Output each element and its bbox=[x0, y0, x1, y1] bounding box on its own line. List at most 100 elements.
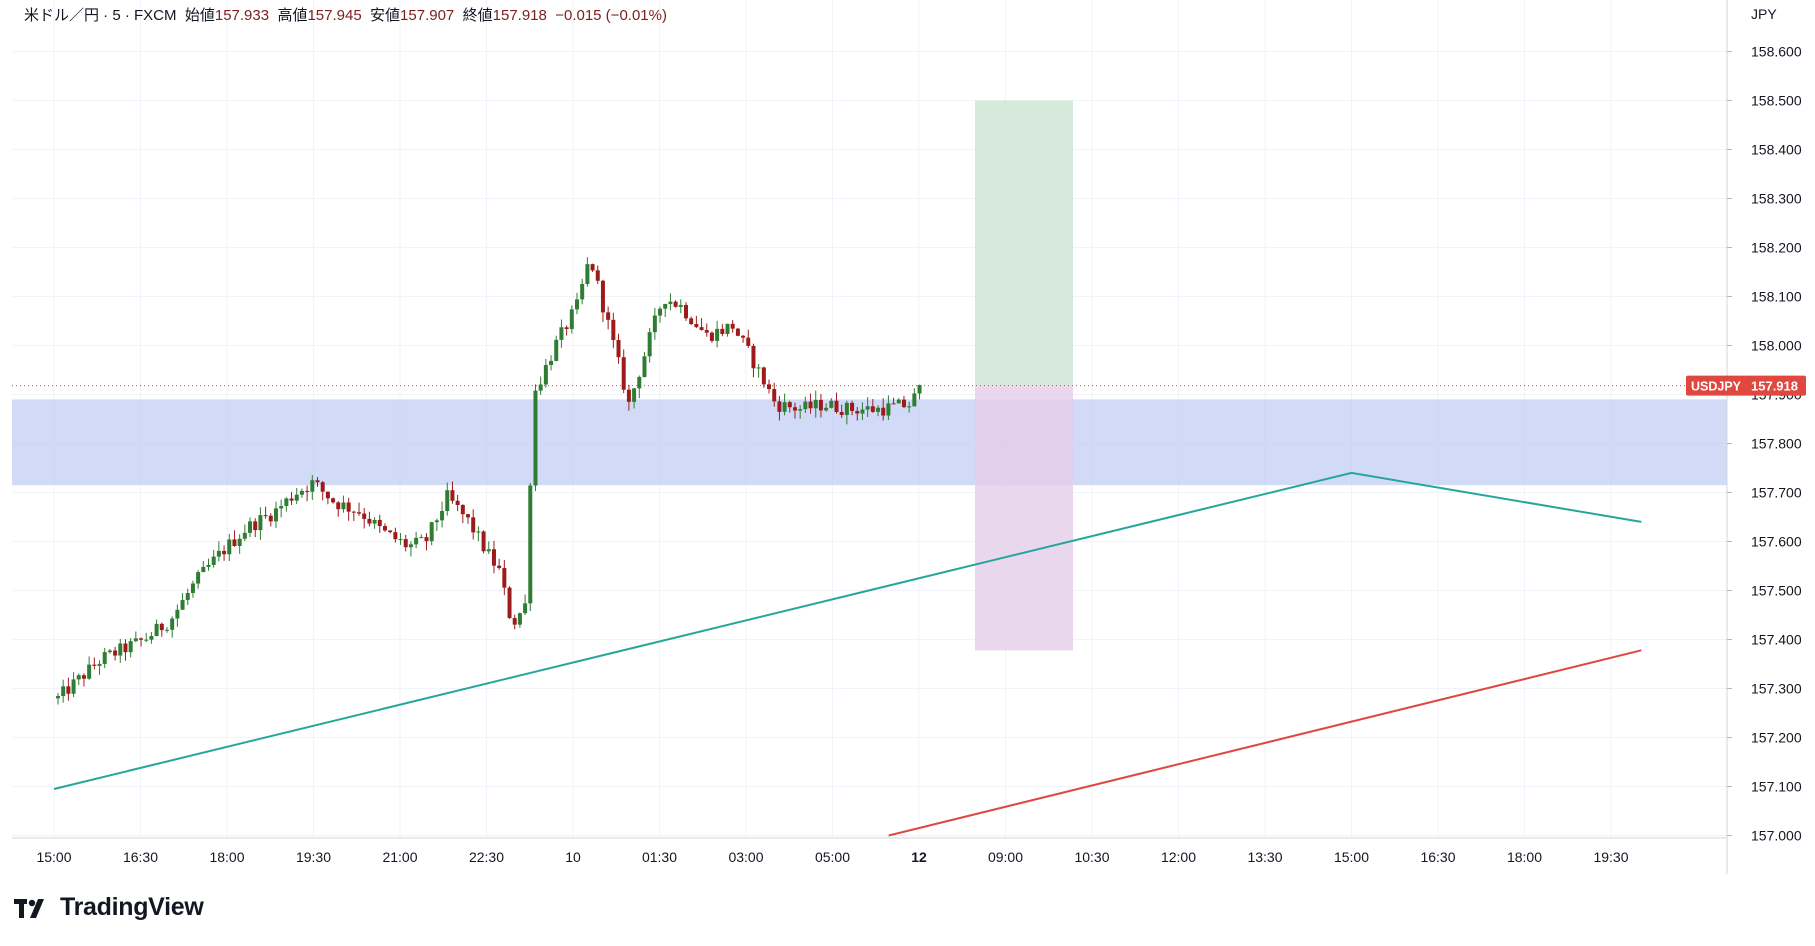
time-tick-label: 10 bbox=[565, 849, 581, 865]
candle bbox=[346, 497, 351, 521]
candle bbox=[227, 533, 232, 562]
candle bbox=[813, 390, 818, 418]
trendlines[interactable] bbox=[53, 471, 1642, 837]
candle bbox=[652, 307, 657, 340]
support-resistance-zone[interactable] bbox=[12, 399, 1727, 486]
candle bbox=[683, 302, 688, 321]
candle bbox=[507, 586, 512, 619]
candle bbox=[279, 499, 284, 518]
candle bbox=[559, 319, 564, 348]
candle bbox=[128, 638, 133, 658]
price-tick-label: 157.400 bbox=[1751, 632, 1802, 648]
symbol-info[interactable]: 米ドル／円 · 5 · FXCM bbox=[24, 7, 177, 24]
candle bbox=[351, 510, 356, 521]
long-position-target-area[interactable] bbox=[975, 100, 1073, 386]
candle bbox=[782, 393, 787, 416]
candle bbox=[523, 594, 528, 615]
candle bbox=[61, 679, 66, 703]
close-value: 157.918 bbox=[492, 7, 547, 24]
tradingview-logo-icon bbox=[14, 898, 44, 918]
time-tick-label: 22:30 bbox=[469, 849, 504, 865]
candle bbox=[248, 517, 253, 538]
candle bbox=[730, 320, 735, 333]
candle bbox=[694, 315, 699, 329]
candle bbox=[398, 532, 403, 545]
candle bbox=[901, 395, 906, 409]
candle bbox=[663, 303, 668, 317]
candle bbox=[284, 497, 289, 512]
candle bbox=[71, 672, 76, 698]
candle bbox=[102, 648, 107, 669]
candle bbox=[855, 407, 860, 421]
candle bbox=[699, 318, 704, 331]
candle bbox=[533, 384, 538, 492]
candle bbox=[839, 404, 844, 418]
time-tick-label: 18:00 bbox=[1507, 849, 1542, 865]
candle bbox=[76, 673, 81, 686]
candle bbox=[408, 541, 413, 557]
time-tick-label: 15:00 bbox=[1334, 849, 1369, 865]
high-value: 157.945 bbox=[307, 7, 362, 24]
trendline-green[interactable] bbox=[53, 471, 1642, 790]
price-tick-label: 157.700 bbox=[1751, 485, 1802, 501]
candle bbox=[403, 534, 408, 552]
candle bbox=[299, 488, 304, 498]
candle bbox=[237, 534, 242, 554]
candle bbox=[844, 400, 849, 425]
price-tag-background bbox=[1686, 375, 1806, 396]
candle bbox=[263, 506, 268, 519]
candle bbox=[678, 299, 683, 314]
candle bbox=[471, 509, 476, 540]
candle bbox=[325, 491, 330, 505]
candle bbox=[180, 593, 185, 610]
candle bbox=[107, 648, 112, 654]
candle bbox=[891, 397, 896, 405]
price-tick-label: 158.600 bbox=[1751, 43, 1802, 59]
candle bbox=[289, 491, 294, 505]
candle bbox=[211, 549, 216, 568]
candle bbox=[777, 395, 782, 421]
candle bbox=[154, 619, 159, 637]
candle bbox=[139, 637, 144, 647]
price-tick-label: 157.600 bbox=[1751, 534, 1802, 550]
candle bbox=[216, 541, 221, 562]
candle bbox=[725, 323, 730, 337]
ohlc-legend: 米ドル／円 · 5 · FXCM 始値157.933 高値157.945 安値1… bbox=[24, 4, 667, 25]
candle bbox=[201, 560, 206, 573]
candle bbox=[626, 384, 631, 411]
candle bbox=[642, 351, 647, 378]
candle bbox=[824, 403, 829, 412]
candle bbox=[715, 320, 720, 348]
price-axis[interactable]: 158.600 158.500 158.400 158.300 158.200 158.1… bbox=[1727, 43, 1802, 844]
candle bbox=[896, 398, 901, 404]
price-tag-value: 157.918 bbox=[1751, 379, 1798, 394]
candle bbox=[912, 388, 917, 407]
candle bbox=[772, 382, 777, 407]
candle bbox=[382, 523, 387, 532]
time-axis[interactable]: 15:00 16:30 18:00 19:30 21:00 22:30 10 01:30 03:… bbox=[36, 849, 1628, 865]
candle bbox=[268, 513, 273, 527]
candle bbox=[92, 657, 97, 670]
long-position-stop-area[interactable] bbox=[975, 385, 1073, 651]
candle bbox=[543, 358, 548, 388]
candle bbox=[486, 541, 491, 554]
candle bbox=[149, 632, 154, 644]
high-label: 高値 bbox=[277, 7, 308, 24]
change-value: −0.015 (−0.01%) bbox=[555, 7, 667, 24]
candles bbox=[56, 257, 922, 705]
candle bbox=[196, 570, 201, 589]
price-tick-label: 157.000 bbox=[1751, 828, 1802, 844]
trendline-red[interactable] bbox=[888, 649, 1642, 837]
candle bbox=[357, 502, 362, 516]
candle bbox=[554, 335, 559, 362]
candle bbox=[185, 588, 190, 605]
candle bbox=[87, 656, 92, 680]
time-tick-label: 13:30 bbox=[1247, 849, 1282, 865]
candle bbox=[273, 501, 278, 528]
candle bbox=[440, 501, 445, 528]
candle bbox=[798, 405, 803, 419]
candle bbox=[673, 300, 678, 308]
tradingview-logo[interactable]: TradingView bbox=[14, 893, 204, 922]
candle bbox=[310, 475, 315, 500]
